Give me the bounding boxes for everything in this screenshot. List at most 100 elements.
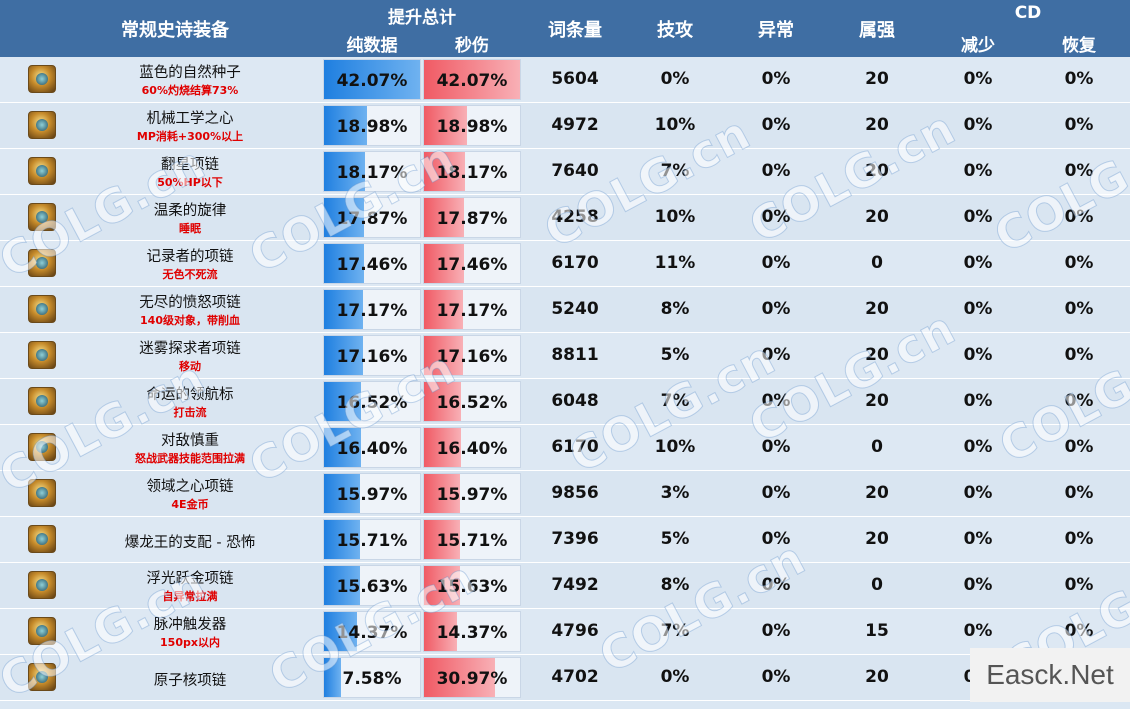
cd-recover-value: 0% xyxy=(1064,483,1094,503)
equipment-note: 睡眠 xyxy=(179,222,201,235)
dps-cell: 18.98% xyxy=(423,105,521,146)
recorder-necklace-icon xyxy=(28,249,56,277)
pure-data-bar xyxy=(324,152,366,191)
cd-recover-value: 0% xyxy=(1064,391,1094,411)
equipment-note: 60%灼烧结算73% xyxy=(141,84,239,97)
table-row: 温柔的旋律 睡眠 17.87% 17.87% 4258 10% 0% 20 0% 0% xyxy=(0,195,1130,241)
dps-bar xyxy=(424,106,468,145)
pure-data-cell: 17.46% xyxy=(323,243,421,284)
skill-value: 0% xyxy=(660,667,690,687)
equipment-name: 翻星项链 xyxy=(161,157,219,173)
dps-bar xyxy=(424,474,461,513)
equipment-name: 浮光跃金项链 xyxy=(146,571,234,587)
header-pure: 纯数据 xyxy=(346,36,398,56)
pure-data-bar xyxy=(324,290,364,329)
element-value: 20 xyxy=(865,391,889,411)
pure-data-value: 15.71% xyxy=(336,531,408,551)
element-value: 0 xyxy=(871,575,883,595)
skill-value: 10% xyxy=(654,437,696,457)
abnormal-value: 0% xyxy=(761,391,791,411)
equipment-name: 命运的领航标 xyxy=(146,387,234,403)
cd-recover-value: 0% xyxy=(1064,207,1094,227)
element-value: 0 xyxy=(871,253,883,273)
abnormal-value: 0% xyxy=(761,69,791,89)
skill-value: 10% xyxy=(654,207,696,227)
equipment-name: 温柔的旋律 xyxy=(153,203,227,219)
pure-data-cell: 17.16% xyxy=(323,335,421,376)
pure-data-bar xyxy=(324,106,368,145)
skill-value: 0% xyxy=(660,69,690,89)
pure-data-value: 17.46% xyxy=(336,255,408,275)
dps-value: 16.40% xyxy=(436,439,508,459)
pure-data-value: 18.17% xyxy=(336,163,408,183)
rage-necklace-icon xyxy=(28,295,56,323)
cd-recover-value: 0% xyxy=(1064,575,1094,595)
equipment-name: 领域之心项链 xyxy=(146,479,234,495)
equipment-note: 4E金币 xyxy=(171,498,209,511)
abnormal-value: 0% xyxy=(761,483,791,503)
element-value: 20 xyxy=(865,667,889,687)
dps-value: 18.98% xyxy=(436,117,508,137)
dps-cell: 16.52% xyxy=(423,381,521,422)
pure-data-cell: 17.87% xyxy=(323,197,421,238)
dps-value: 17.46% xyxy=(436,255,508,275)
element-value: 20 xyxy=(865,115,889,135)
entries-value: 4702 xyxy=(551,667,599,687)
pure-data-bar xyxy=(324,382,362,421)
equipment-name: 无尽的愤怒项链 xyxy=(139,295,241,311)
header-cd: CD xyxy=(1014,3,1042,23)
equipment-note: 自异常拉满 xyxy=(162,590,218,603)
dps-bar xyxy=(424,336,464,375)
pulse-trigger-icon xyxy=(28,617,56,645)
table-row: 无尽的愤怒项链 140级对象，带削血 17.17% 17.17% 5240 8% 0% 20 0… xyxy=(0,287,1130,333)
site-badge: Easck.Net xyxy=(970,648,1130,702)
star-necklace-icon xyxy=(28,157,56,185)
dps-bar xyxy=(424,152,466,191)
cd-recover-value: 0% xyxy=(1064,345,1094,365)
pure-data-bar xyxy=(324,658,342,697)
entries-value: 8811 xyxy=(551,345,599,365)
cd-recover-value: 0% xyxy=(1064,621,1094,641)
header-element: 属强 xyxy=(859,20,895,41)
equipment-note: 移动 xyxy=(179,360,201,373)
dps-value: 30.97% xyxy=(436,669,508,689)
cd-recover-value: 0% xyxy=(1064,299,1094,319)
atomic-core-icon xyxy=(28,663,56,691)
nature-seed-icon xyxy=(28,65,56,93)
dps-cell: 15.71% xyxy=(423,519,521,560)
dps-bar xyxy=(424,290,464,329)
abnormal-value: 0% xyxy=(761,299,791,319)
dps-bar xyxy=(424,60,520,99)
cd-recover-value: 0% xyxy=(1064,253,1094,273)
element-value: 0 xyxy=(871,437,883,457)
header-dps: 秒伤 xyxy=(455,36,489,56)
pure-data-bar xyxy=(324,60,420,99)
pure-data-bar xyxy=(324,612,357,651)
pure-data-value: 42.07% xyxy=(336,71,408,91)
header-skill: 技攻 xyxy=(657,20,693,41)
equipment-name: 迷雾探求者项链 xyxy=(139,341,241,357)
abnormal-value: 0% xyxy=(761,437,791,457)
mist-seeker-icon xyxy=(28,341,56,369)
cd-reduce-value: 0% xyxy=(963,299,993,319)
equipment-note: 50%HP以下 xyxy=(157,176,223,189)
table-row: 机械工学之心 MP消耗+300%以上 18.98% 18.98% 4972 10% 0% 20… xyxy=(0,103,1130,149)
pure-data-value: 17.16% xyxy=(336,347,408,367)
abnormal-value: 0% xyxy=(761,207,791,227)
header-total: 提升总计 xyxy=(388,8,456,28)
table-row: 记录者的项链 无色不死流 17.46% 17.46% 6170 11% 0% 0 0% 0% xyxy=(0,241,1130,287)
table-row: 领域之心项链 4E金币 15.97% 15.97% 9856 3% 0% 20 0% 0% xyxy=(0,471,1130,517)
pure-data-bar xyxy=(324,428,362,467)
table-row: 爆龙王的支配 - 恐怖 15.71% 15.71% 7396 5% 0% 20 0% 0% xyxy=(0,517,1130,563)
cd-recover-value: 0% xyxy=(1064,115,1094,135)
header-equip: 常规史诗装备 xyxy=(121,20,229,41)
header-abnormal: 异常 xyxy=(758,20,794,41)
cd-reduce-value: 0% xyxy=(963,161,993,181)
pure-data-cell: 15.97% xyxy=(323,473,421,514)
table-row: 浮光跃金项链 自异常拉满 15.63% 15.63% 7492 8% 0% 0 0% 0% xyxy=(0,563,1130,609)
entries-value: 4796 xyxy=(551,621,599,641)
skill-value: 8% xyxy=(660,575,690,595)
entries-value: 4258 xyxy=(551,207,599,227)
table-row: 迷雾探求者项链 移动 17.16% 17.16% 8811 5% 0% 20 0% 0% xyxy=(0,333,1130,379)
dps-bar xyxy=(424,658,496,697)
